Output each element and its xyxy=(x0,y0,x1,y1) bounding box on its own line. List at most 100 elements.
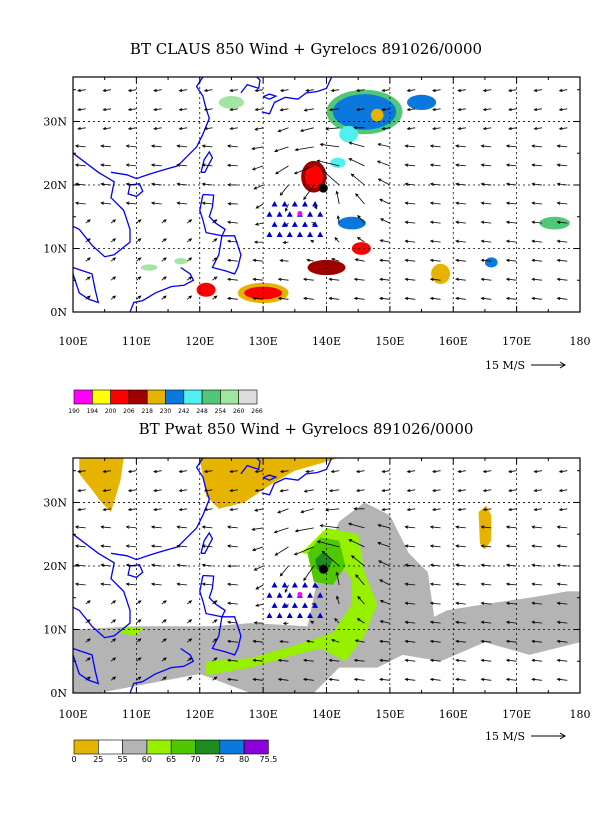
wind-arrow xyxy=(302,296,314,301)
colorbar-label: 218 xyxy=(141,408,153,415)
wind-arrow xyxy=(533,469,543,474)
wind-arrow xyxy=(186,600,193,605)
wind-arrow xyxy=(254,88,264,93)
wind-arrow xyxy=(282,621,289,625)
wind-arrow xyxy=(455,220,466,224)
wind-arrow xyxy=(253,565,264,571)
wind-arrow xyxy=(556,296,568,301)
gyre-triangle xyxy=(276,211,283,217)
wind-arrow xyxy=(110,295,117,300)
wind-arrow xyxy=(201,144,213,148)
wind-arrow xyxy=(505,296,517,301)
wind-arrow xyxy=(505,620,517,624)
wind-arrow xyxy=(77,488,86,493)
wind-arrow xyxy=(507,88,517,93)
wind-arrow xyxy=(201,582,213,586)
wind-arrow xyxy=(505,544,517,548)
colorbar-swatch xyxy=(183,389,203,405)
wind-arrow xyxy=(480,239,492,243)
wind-arrow xyxy=(505,201,517,205)
lon-label: 130E xyxy=(249,335,278,348)
wind-arrow xyxy=(161,295,167,300)
wind-arrow xyxy=(110,219,117,224)
wind-arrow xyxy=(253,240,264,244)
wind-arrow xyxy=(482,469,492,474)
wind-arrow xyxy=(404,658,416,663)
colorbar-label: 242 xyxy=(178,408,190,415)
wind-arrow xyxy=(186,219,193,224)
wind-arrow xyxy=(404,163,416,167)
colorbar-swatch xyxy=(146,739,172,755)
wind-arrow xyxy=(531,582,543,586)
tick-marks xyxy=(72,77,581,313)
wind-arrow xyxy=(102,507,112,512)
wind-arrow xyxy=(161,257,167,262)
wind-arrow xyxy=(505,525,517,529)
colorbar-label: 194 xyxy=(87,408,99,415)
wind-arrow xyxy=(377,178,391,186)
wind-arrow xyxy=(505,658,517,663)
wind-arrow xyxy=(455,601,466,605)
wind-arrow xyxy=(277,277,289,282)
wind-arrow xyxy=(319,524,340,529)
wind-arrow xyxy=(406,469,416,474)
gyre-triangle xyxy=(296,612,303,619)
wind-arrow xyxy=(85,619,91,624)
wind-arrow xyxy=(305,469,314,474)
wind-arrow xyxy=(176,544,188,548)
colorbar-label: 70 xyxy=(190,755,200,764)
wind-arrow xyxy=(379,239,390,243)
wind-arrow xyxy=(558,107,568,112)
wind-arrow xyxy=(429,277,441,282)
gyre-triangle xyxy=(307,231,314,238)
wind-arrow xyxy=(404,525,416,529)
wind-arrow xyxy=(77,88,86,93)
wind-arrow xyxy=(455,201,466,205)
wind-arrow xyxy=(381,126,390,131)
wind-arrow xyxy=(100,144,112,148)
wind-arrow xyxy=(255,584,264,590)
wind-arrow xyxy=(533,488,543,493)
wind-arrow xyxy=(431,507,441,512)
colorbar-swatch xyxy=(201,389,221,405)
colorbar-swatch xyxy=(73,739,99,755)
wind-arrow xyxy=(203,88,213,93)
wind-arrow xyxy=(482,126,492,131)
wind-arrow xyxy=(480,658,492,663)
wind-arrow xyxy=(203,469,213,474)
wind-arrow xyxy=(406,488,416,493)
cloud-region xyxy=(431,263,451,285)
wind-arrow xyxy=(505,239,517,243)
wind-arrow xyxy=(406,126,416,131)
colorbar-label: 260 xyxy=(233,408,245,415)
wind-arrow xyxy=(176,525,188,529)
lon-label: 170E xyxy=(502,335,531,348)
wind-arrow xyxy=(431,88,441,93)
wind-arrow xyxy=(125,563,137,567)
wind-arrow xyxy=(303,565,315,582)
wind-arrow xyxy=(125,544,137,548)
gyre-triangle xyxy=(301,221,308,227)
wind-arrow xyxy=(229,469,238,474)
wind-arrow xyxy=(226,525,238,529)
wind-arrow xyxy=(379,658,390,663)
wind-arrow xyxy=(376,160,391,167)
wind-arrow xyxy=(357,214,365,224)
wind-arrow xyxy=(355,488,365,493)
gyre-triangle xyxy=(286,211,293,217)
wind-arrow xyxy=(429,677,441,682)
coastline xyxy=(240,76,261,94)
gyre-triangle xyxy=(276,612,283,619)
colorbar-swatch xyxy=(243,739,269,755)
wind-arrow xyxy=(150,144,162,148)
wind-arrow xyxy=(161,600,167,605)
wind-arrow xyxy=(176,563,188,567)
wind-arrow xyxy=(330,88,340,93)
colorbar-label: 75 xyxy=(215,755,225,764)
wind-arrow xyxy=(381,469,390,474)
wind-arrow xyxy=(178,469,188,474)
tick-marks xyxy=(72,458,581,694)
wind-arrow xyxy=(110,238,117,243)
wind-arrow xyxy=(556,201,568,205)
wind-arrow xyxy=(178,88,188,93)
